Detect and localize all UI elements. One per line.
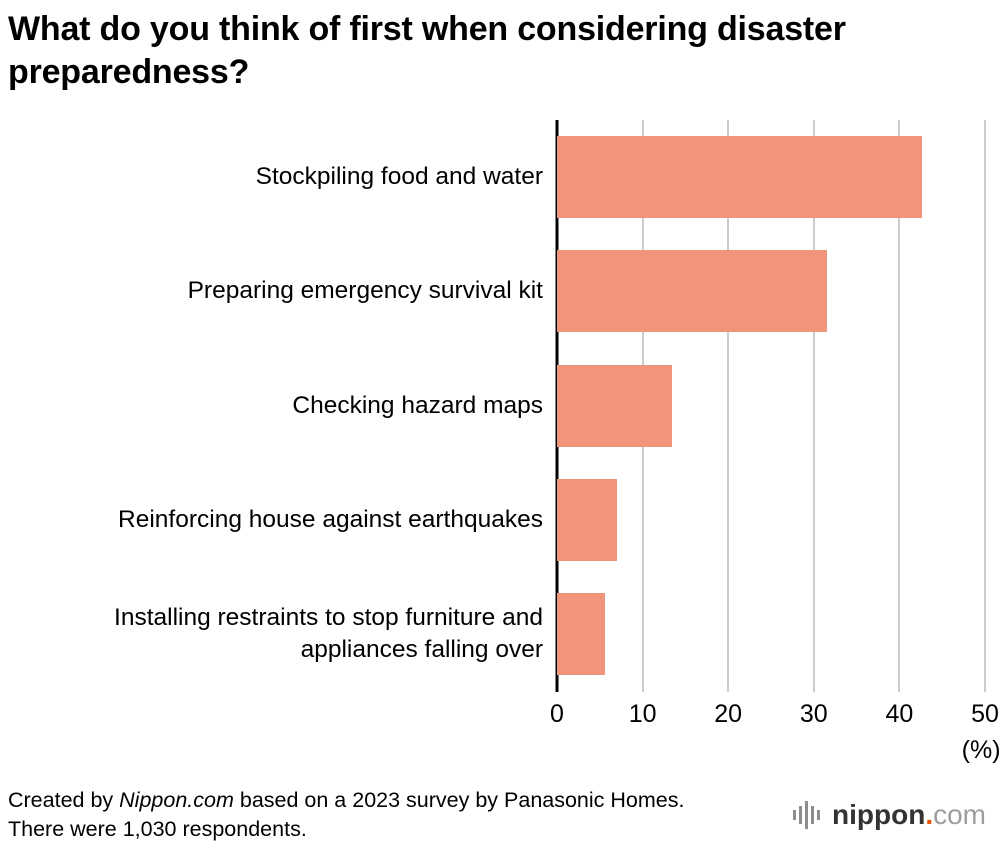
gridline bbox=[984, 119, 986, 692]
nippon-logo-name: nippon bbox=[832, 798, 926, 830]
bar bbox=[557, 479, 617, 562]
nippon-logo-icon bbox=[793, 800, 821, 829]
x-tick-label: 40 bbox=[885, 699, 914, 728]
bar bbox=[557, 593, 605, 676]
x-tick-label: 0 bbox=[550, 699, 564, 728]
gridline bbox=[812, 119, 815, 692]
chart-rows: Stockpiling food and water Preparing emer… bbox=[0, 120, 1000, 692]
x-tick-label: 10 bbox=[628, 699, 657, 728]
category-label: Stockpiling food and water bbox=[255, 162, 543, 190]
bar bbox=[557, 364, 672, 447]
source-note: Created by Nippon.com based on a 2023 su… bbox=[8, 786, 728, 844]
source-note-site: Nippon.com bbox=[119, 787, 234, 812]
nippon-logo-tld: com bbox=[933, 798, 986, 830]
chart-row: Reinforcing house against earthquakes bbox=[0, 463, 1000, 577]
source-note-prefix: Created by bbox=[8, 787, 120, 812]
bar-track bbox=[557, 348, 985, 462]
category-label: Reinforcing house against earthquakes bbox=[118, 506, 543, 534]
bar-track bbox=[557, 120, 985, 234]
chart-row: Checking hazard maps bbox=[0, 348, 1000, 462]
nippon-logo-dot: . bbox=[925, 798, 934, 830]
chart-row: Installing restraints to stop furniture … bbox=[0, 577, 1000, 691]
category-label: Preparing emergency survival kit bbox=[187, 277, 543, 305]
source-note-suffix: based on a 2023 survey by Panasonic Home… bbox=[8, 787, 685, 841]
category-label: Installing restraints to stop furniture … bbox=[114, 604, 543, 664]
nippon-logo-text: nippon.com bbox=[832, 799, 986, 831]
gridline bbox=[898, 119, 901, 692]
category-label: Checking hazard maps bbox=[292, 391, 543, 419]
bar-track bbox=[557, 577, 985, 691]
x-axis-tick-layer: (%) 0 10 20 30 40 50 bbox=[550, 692, 1000, 768]
chart-title: What do you think of first when consider… bbox=[8, 10, 846, 91]
x-axis: (%) 0 10 20 30 40 50 bbox=[0, 692, 1000, 768]
footer: Created by Nippon.com based on a 2023 su… bbox=[0, 786, 1000, 844]
bar-chart: Stockpiling food and water Preparing emer… bbox=[0, 119, 1000, 692]
nippon-logo: nippon.com bbox=[793, 797, 986, 833]
x-tick-label: 20 bbox=[714, 699, 743, 728]
bar-track bbox=[557, 463, 985, 577]
chart-row: Stockpiling food and water bbox=[0, 120, 1000, 234]
chart-row: Preparing emergency survival kit bbox=[0, 234, 1000, 348]
bar-track bbox=[557, 234, 985, 348]
x-axis-unit-label: (%) bbox=[961, 735, 1000, 764]
bar bbox=[557, 135, 922, 218]
x-tick-label: 30 bbox=[799, 699, 828, 728]
bar bbox=[557, 250, 827, 333]
x-tick-label: 50 bbox=[971, 699, 999, 728]
gridline bbox=[727, 119, 730, 692]
